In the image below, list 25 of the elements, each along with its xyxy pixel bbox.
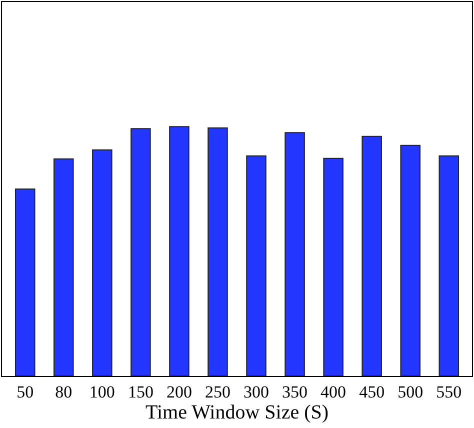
bar bbox=[246, 155, 266, 376]
bar bbox=[130, 128, 151, 376]
bar bbox=[362, 136, 382, 376]
x-tick-label: 50 bbox=[16, 382, 34, 402]
x-axis-title: Time Window Size (S) bbox=[145, 401, 329, 424]
bar bbox=[92, 149, 112, 376]
x-tick-label: 250 bbox=[204, 382, 230, 402]
x-tick-label: 400 bbox=[320, 382, 346, 402]
bar bbox=[54, 158, 74, 376]
bar bbox=[208, 127, 228, 376]
x-tick-label: 350 bbox=[282, 382, 308, 402]
x-tick-label: 500 bbox=[398, 382, 424, 402]
bar bbox=[323, 158, 344, 376]
x-tick-label: 300 bbox=[244, 382, 270, 402]
x-tick-label: 550 bbox=[436, 382, 462, 402]
bar bbox=[14, 188, 36, 376]
x-tick-label: 80 bbox=[55, 382, 72, 402]
x-tick-label: 150 bbox=[128, 382, 154, 402]
bar bbox=[400, 144, 420, 376]
bar bbox=[169, 126, 190, 376]
bar bbox=[284, 132, 305, 376]
bar bbox=[438, 155, 460, 376]
x-tick-label: 200 bbox=[166, 382, 192, 402]
x-tick-label: 450 bbox=[359, 382, 385, 402]
x-tick-label: 100 bbox=[89, 382, 115, 402]
